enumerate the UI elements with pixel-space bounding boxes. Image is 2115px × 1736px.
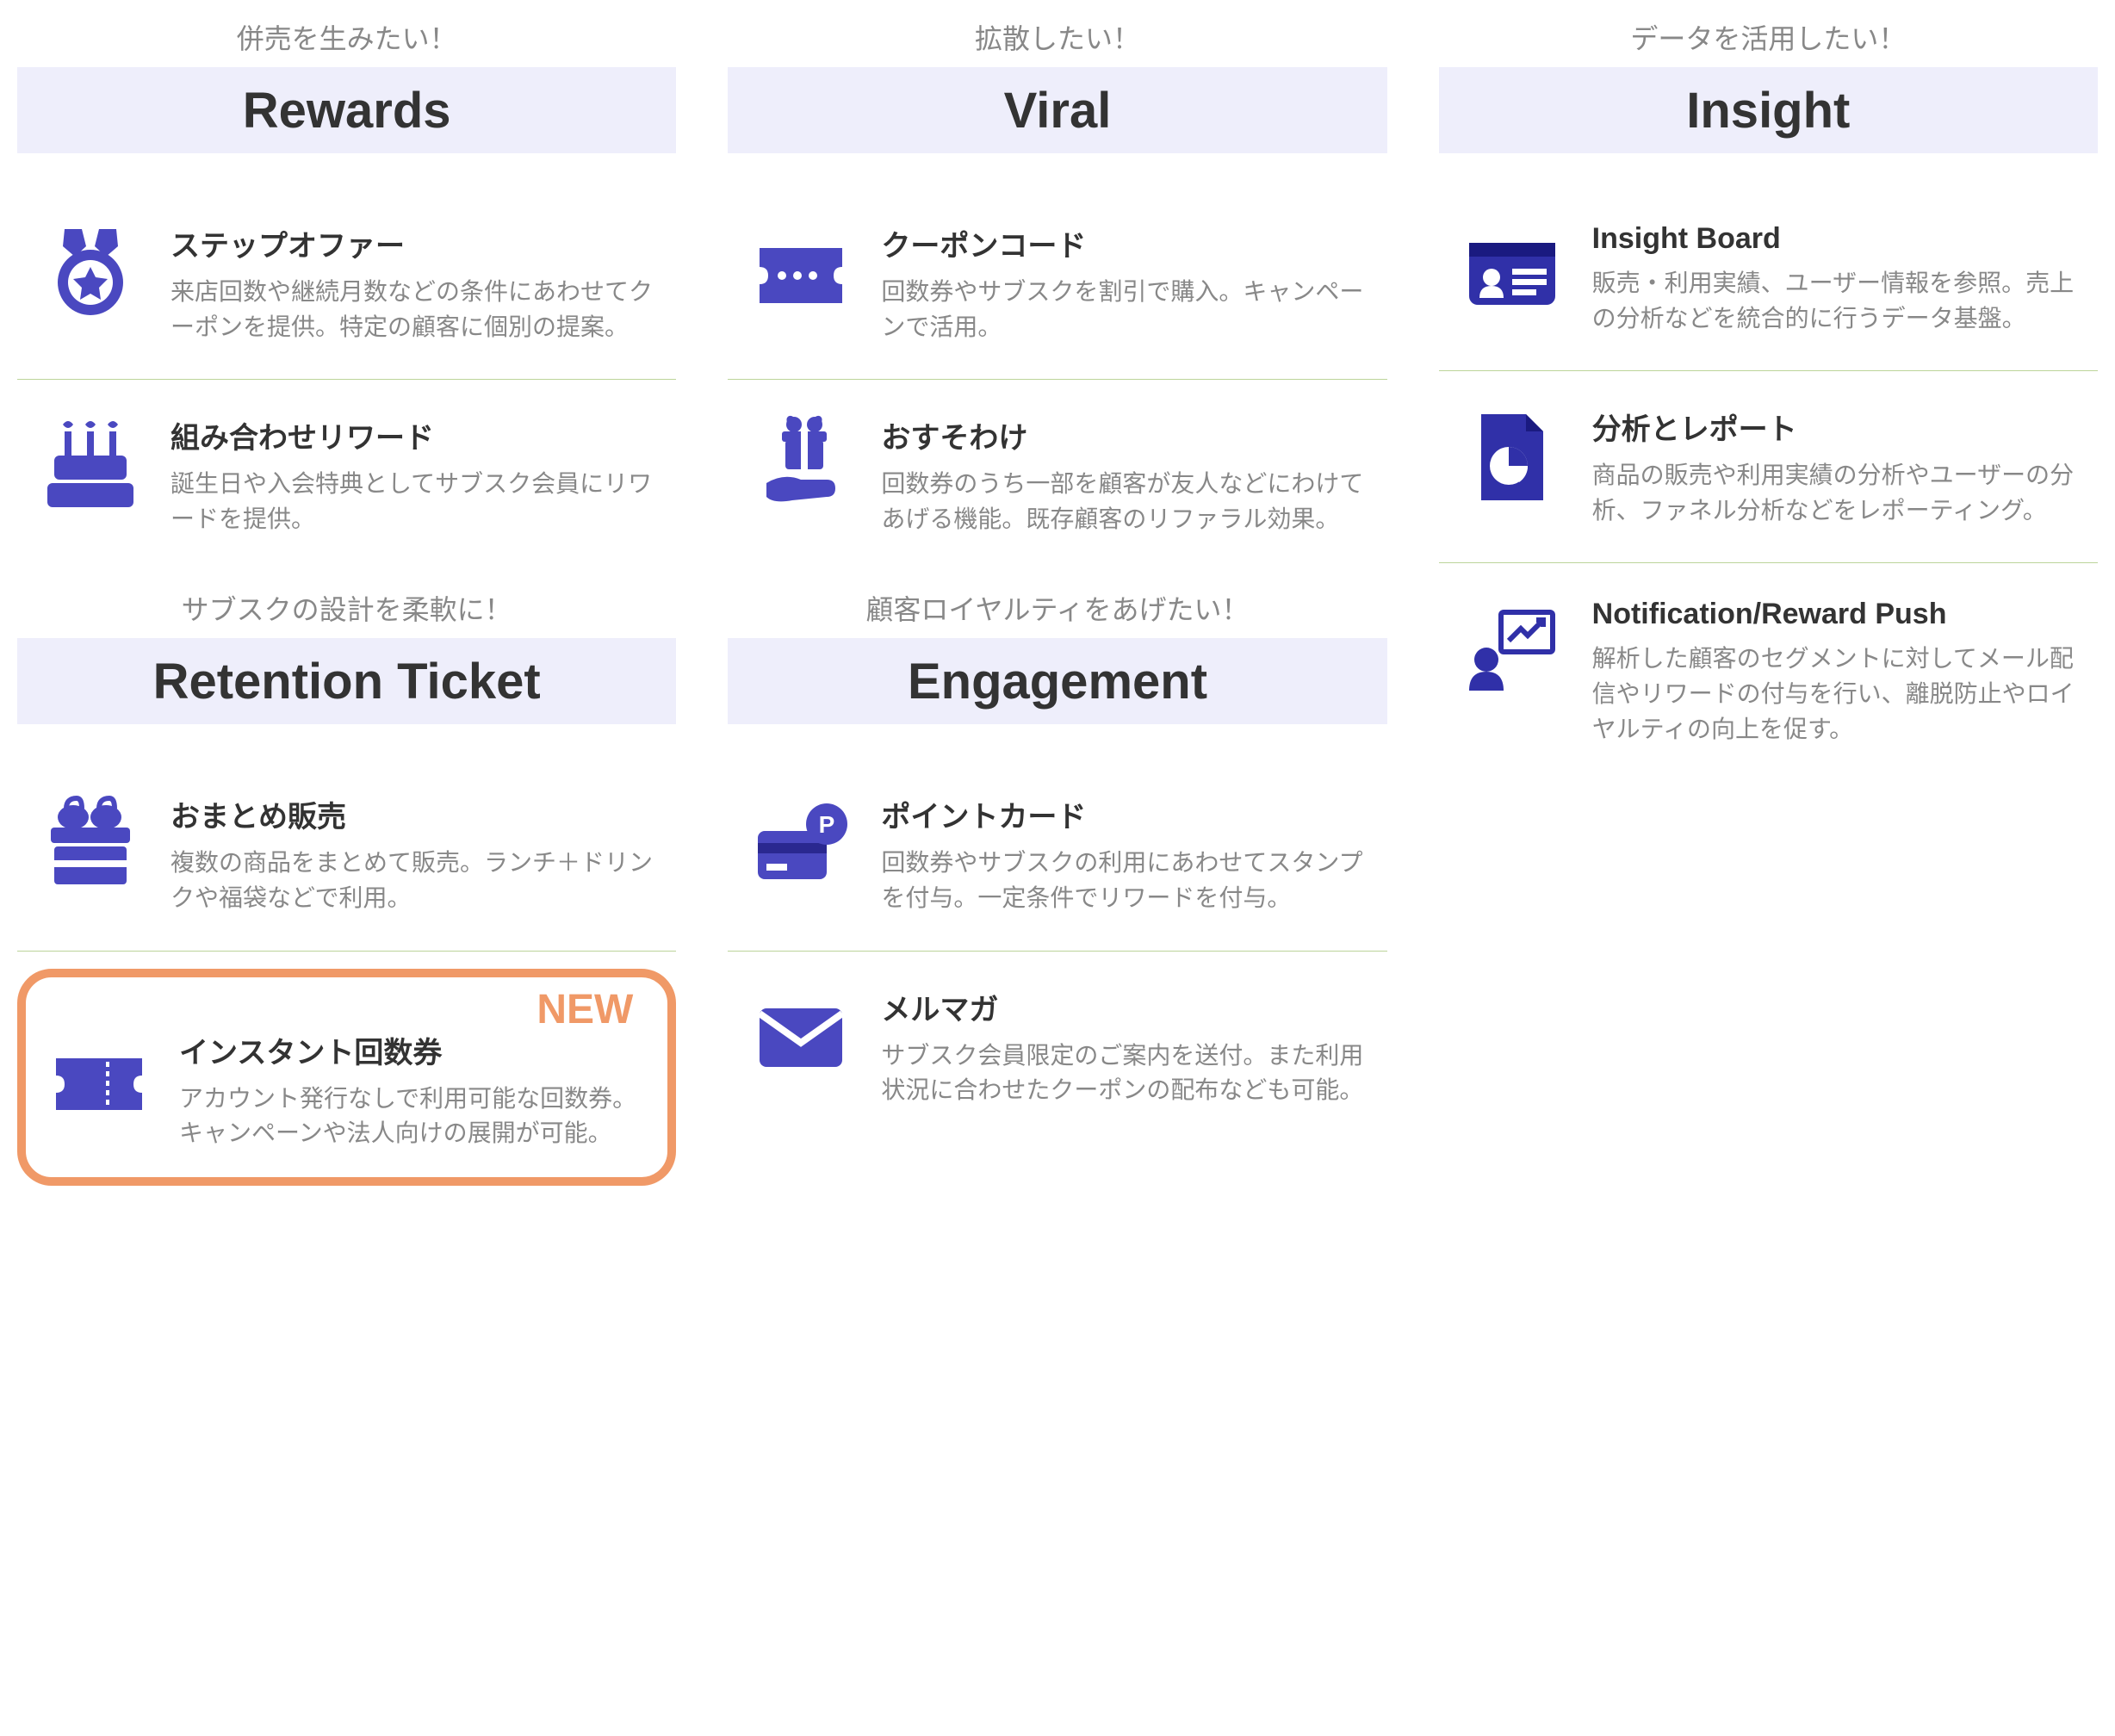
file-chart-icon <box>1456 406 1568 509</box>
feature-title: ステップオファー <box>171 222 659 264</box>
feature-desc: 誕生日や入会特典としてサブスク会員にリワードを提供。 <box>171 467 659 536</box>
feature-insight-board: Insight Board 販売・利用実績、ユーザー情報を参照。売上の分析などを… <box>1439 205 2098 371</box>
feature-omatome: おまとめ販売 複数の商品をまとめて販売。ランチ＋ドリンクや福袋などで利用。 <box>17 776 676 951</box>
cake-icon <box>34 414 146 518</box>
header-rewards: Rewards <box>17 67 676 153</box>
feature-combo-reward: 組み合わせリワード 誕生日や入会特典としてサブスク会員にリワードを提供。 <box>17 397 676 571</box>
feature-title: おすそわけ <box>881 414 1369 456</box>
gift-hand-icon <box>745 414 857 518</box>
feature-point-card: ポイントカード 回数券やサブスクの利用にあわせてスタンプを付与。一定条件でリワー… <box>728 776 1386 951</box>
feature-desc: 商品の販売や利用実績の分析やユーザーの分析、ファネル分析などをレポーティング。 <box>1592 458 2081 528</box>
header-retention: Retention Ticket <box>17 638 676 724</box>
tagline-viral: 拡散したい！ <box>728 17 1386 57</box>
feature-desc: サブスク会員限定のご案内を送付。また利用状況に合わせたクーポンの配布なども可能。 <box>881 1038 1369 1108</box>
point-card-icon <box>745 793 857 896</box>
feature-desc: 来店回数や継続月数などの条件にあわせてクーポンを提供。特定の顧客に個別の提案。 <box>171 275 659 344</box>
feature-title: おまとめ販売 <box>171 793 659 835</box>
tagline-retention: サブスクの設計を柔軟に！ <box>17 588 676 628</box>
feature-desc: 回数券のうち一部を顧客が友人などにわけてあげる機能。既存顧客のリファラル効果。 <box>881 467 1369 536</box>
feature-title: クーポンコード <box>881 222 1369 264</box>
title-viral: Viral <box>1004 82 1112 140</box>
feature-desc: アカウント発行なしで利用可能な回数券。キャンペーンや法人向けの展開が可能。 <box>179 1082 650 1151</box>
feature-analysis-report: 分析とレポート 商品の販売や利用実績の分析やユーザーの分析、ファネル分析などをレ… <box>1439 388 2098 563</box>
feature-desc: 販売・利用実績、ユーザー情報を参照。売上の分析などを統合的に行うデータ基盤。 <box>1592 266 2081 336</box>
feature-highlight: NEW インスタント回数券 アカウント発行なしで利用可能な回数券。キャンペーンや… <box>17 969 676 1186</box>
col-rewards: 併売を生みたい！ Rewards ステップオファー 来店回数や継続月数などの条件… <box>17 17 676 588</box>
feature-notification-push: Notification/Reward Push 解析した顧客のセグメントに対し… <box>1439 580 2098 781</box>
feature-desc: 解析した顧客のセグメントに対してメール配信やリワードの付与を行い、離脱防止やロイ… <box>1592 642 2081 747</box>
header-engagement: Engagement <box>728 638 1386 724</box>
col-engagement: 顧客ロイヤルティをあげたい！ Engagement ポイントカード 回数券やサブ… <box>728 588 1386 1185</box>
feature-title: メルマガ <box>881 986 1369 1028</box>
feature-desc: 回数券やサブスクを割引で購入。キャンペーンで活用。 <box>881 275 1369 344</box>
header-insight: Insight <box>1439 67 2098 153</box>
feature-grid: 併売を生みたい！ Rewards ステップオファー 来店回数や継続月数などの条件… <box>17 17 2098 1186</box>
title-rewards: Rewards <box>243 82 451 140</box>
crate-icon <box>34 793 146 896</box>
feature-instant-ticket: インスタント回数券 アカウント発行なしで利用可能な回数券。キャンペーンや法人向け… <box>43 995 650 1151</box>
feature-mail-magazine: メルマガ サブスク会員限定のご案内を送付。また利用状況に合わせたクーポンの配布な… <box>728 969 1386 1143</box>
tagline-rewards: 併売を生みたい！ <box>17 17 676 57</box>
feature-title: Notification/Reward Push <box>1592 598 2081 631</box>
mail-icon <box>745 986 857 1089</box>
feature-coupon-code: クーポンコード 回数券やサブスクを割引で購入。キャンペーンで活用。 <box>728 205 1386 380</box>
id-card-icon <box>1456 222 1568 326</box>
feature-title: 組み合わせリワード <box>171 414 659 456</box>
col-retention: サブスクの設計を柔軟に！ Retention Ticket おまとめ販売 複数の… <box>17 588 676 1185</box>
feature-title: Insight Board <box>1592 222 2081 256</box>
ticket-icon <box>43 1029 155 1132</box>
feature-title: 分析とレポート <box>1592 406 2081 448</box>
title-insight: Insight <box>1686 82 1850 140</box>
col-viral: 拡散したい！ Viral クーポンコード 回数券やサブスクを割引で購入。キャンペ… <box>728 17 1386 588</box>
feature-title: インスタント回数券 <box>179 1029 650 1071</box>
medal-icon <box>34 222 146 326</box>
title-retention: Retention Ticket <box>153 653 541 710</box>
tagline-insight: データを活用したい！ <box>1439 17 2098 57</box>
tagline-engagement: 顧客ロイヤルティをあげたい！ <box>728 588 1386 628</box>
title-engagement: Engagement <box>908 653 1207 710</box>
header-viral: Viral <box>728 67 1386 153</box>
notify-icon <box>1456 598 1568 701</box>
col-insight: データを活用したい！ Insight Insight Board 販売・利用実績… <box>1439 17 2098 1186</box>
coupon-icon <box>745 222 857 326</box>
feature-title: ポイントカード <box>881 793 1369 835</box>
feature-osusowake: おすそわけ 回数券のうち一部を顧客が友人などにわけてあげる機能。既存顧客のリファ… <box>728 397 1386 571</box>
feature-desc: 複数の商品をまとめて販売。ランチ＋ドリンクや福袋などで利用。 <box>171 846 659 915</box>
feature-step-offer: ステップオファー 来店回数や継続月数などの条件にあわせてクーポンを提供。特定の顧… <box>17 205 676 380</box>
feature-desc: 回数券やサブスクの利用にあわせてスタンプを付与。一定条件でリワードを付与。 <box>881 846 1369 915</box>
